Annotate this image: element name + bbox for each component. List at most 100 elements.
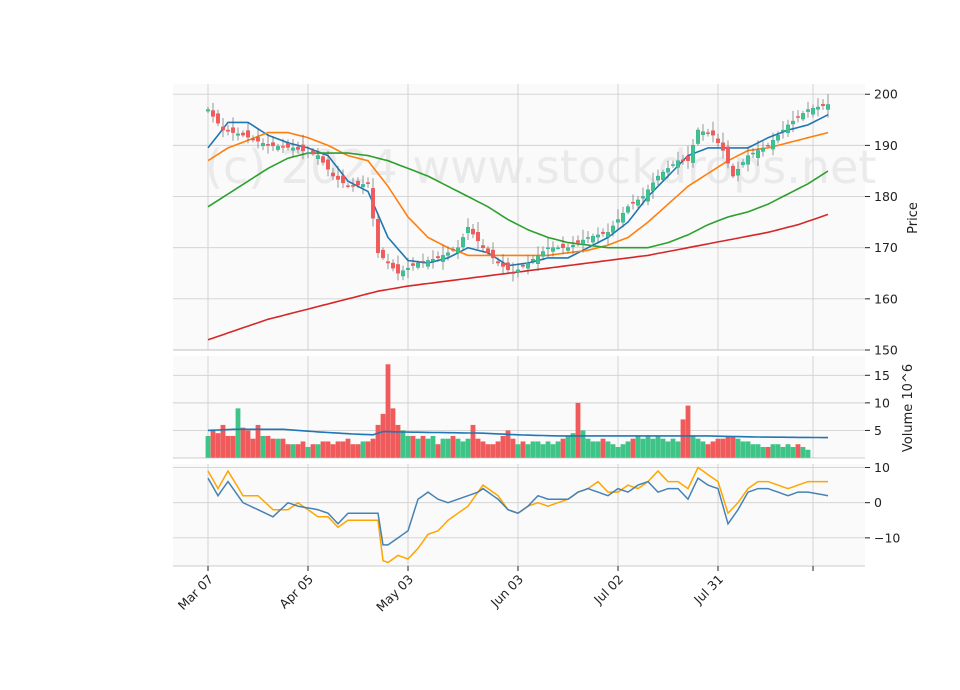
panel-backgrounds — [173, 84, 865, 566]
volume-bar — [800, 446, 806, 458]
volume-bar — [635, 435, 641, 458]
candle-body — [241, 132, 245, 136]
candle-body — [236, 133, 240, 136]
candle-body — [721, 142, 725, 151]
volume-bar — [725, 435, 731, 458]
candle-body — [306, 152, 310, 154]
candle-body — [281, 146, 285, 148]
candle-body — [801, 113, 805, 120]
volume-bar — [605, 441, 611, 458]
volume-bar — [235, 408, 241, 458]
volume-bar — [475, 438, 481, 458]
volume-bar — [375, 424, 381, 458]
candle-body — [536, 255, 540, 265]
candle-body — [636, 199, 640, 206]
candle-body — [546, 247, 550, 249]
volume-bar — [705, 444, 711, 458]
candle-body — [556, 247, 560, 249]
candle-body — [696, 129, 700, 144]
candle-body — [461, 237, 465, 247]
volume-bar — [405, 435, 411, 458]
volume-bar — [740, 441, 746, 458]
volume-bar — [610, 444, 616, 458]
volume-bar — [500, 435, 506, 458]
candle-body — [206, 109, 210, 112]
candle-body — [741, 162, 745, 165]
volume-bar — [300, 441, 306, 458]
candle-body — [271, 142, 275, 147]
candle-body — [736, 169, 740, 176]
volume-bar — [595, 441, 601, 458]
candle-body — [716, 138, 720, 144]
volume-bar — [750, 444, 756, 458]
volume-bar — [275, 438, 281, 458]
candle-body — [386, 261, 390, 264]
candle-body — [316, 155, 320, 159]
candle-body — [251, 138, 255, 141]
volume-bar — [285, 444, 291, 458]
candle-body — [526, 262, 530, 269]
volume-bar — [550, 444, 556, 458]
candle-body — [431, 259, 435, 262]
candle-body — [566, 247, 570, 251]
volume-bar — [315, 444, 321, 458]
volume-bar — [385, 364, 391, 458]
volume-bar — [265, 435, 271, 458]
vol-y-tick-label: 15 — [874, 368, 890, 383]
volume-bar — [445, 438, 451, 458]
volume-bar — [460, 441, 466, 458]
candle-body — [231, 127, 235, 133]
candle-body — [466, 227, 470, 234]
candle-body — [336, 175, 340, 180]
price-y-tick-label: 160 — [874, 291, 898, 306]
volume-bar — [205, 435, 211, 458]
candle-body — [226, 129, 230, 132]
volume-bar — [525, 444, 531, 458]
candle-body — [341, 175, 345, 184]
volume-bar — [660, 438, 666, 458]
volume-bar — [780, 446, 786, 458]
volume-bar — [515, 444, 521, 458]
volume-bar — [425, 438, 431, 458]
volume-bar — [585, 438, 591, 458]
candle-body — [286, 143, 290, 148]
candle-body — [771, 140, 775, 150]
candle-body — [676, 160, 680, 168]
volume-bar — [640, 438, 646, 458]
candle-body — [596, 234, 600, 238]
volume-bar — [390, 408, 396, 458]
volume-bar — [215, 433, 221, 458]
volume-bar — [575, 402, 581, 458]
volume-bar — [370, 438, 376, 458]
candle-body — [381, 249, 385, 259]
volume-bar — [700, 441, 706, 458]
candle-body — [521, 265, 525, 267]
price-y-tick-label: 170 — [874, 240, 898, 255]
candle-body — [621, 212, 625, 223]
volume-bar — [600, 438, 606, 458]
volume-axis-label: Volume 10^6 — [901, 364, 916, 452]
volume-bar — [490, 444, 496, 458]
candle-body — [496, 261, 500, 264]
volume-bar — [670, 438, 676, 458]
volume-bar — [360, 441, 366, 458]
volume-bar — [225, 435, 231, 458]
ind-y-tick-label: −10 — [874, 530, 900, 545]
volume-bar — [535, 441, 541, 458]
candle-body — [366, 182, 370, 184]
candle-body — [476, 232, 480, 242]
volume-bar — [720, 438, 726, 458]
price-y-tick-label: 150 — [874, 343, 898, 358]
volume-bar — [655, 435, 661, 458]
volume-bar — [335, 441, 341, 458]
candle-body — [561, 243, 565, 248]
volume-bar — [730, 435, 736, 458]
candle-body — [581, 239, 585, 245]
candle-body — [291, 147, 295, 151]
candle-body — [411, 263, 415, 266]
volume-bar — [555, 441, 561, 458]
volume-bar — [250, 438, 256, 458]
volume-bar — [620, 444, 626, 458]
volume-bar — [775, 444, 781, 458]
volume-bar — [680, 419, 686, 458]
